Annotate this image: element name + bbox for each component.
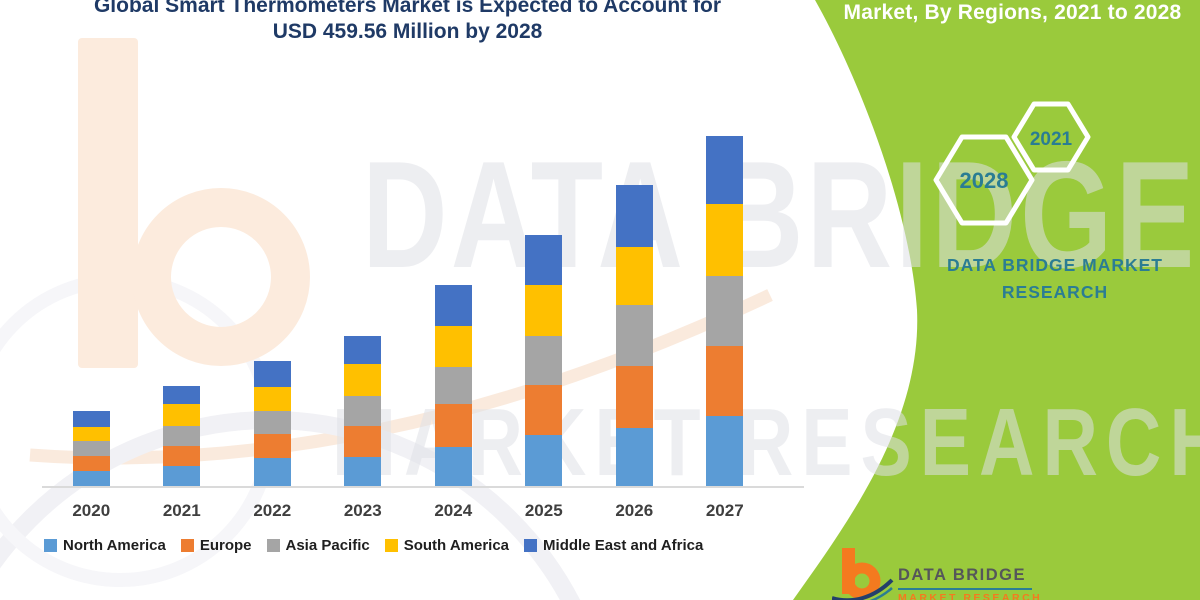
bar-column-2027: 2027 [680, 0, 771, 520]
panel-brand-line2: RESEARCH [1001, 282, 1109, 302]
legend-swatch-icon [180, 539, 194, 552]
legend-label: Europe [199, 537, 252, 554]
bar-segment-2022-north-america [253, 458, 291, 487]
bar-stack-2021 [163, 386, 201, 487]
bar-stack-2024 [434, 285, 472, 487]
bar-column-2025: 2025 [499, 0, 590, 520]
bar-segment-2020-asia-pacific [72, 441, 110, 456]
x-axis-label-2020: 2020 [72, 501, 111, 520]
bar-stack-2020 [72, 411, 110, 487]
chart-title-line2: USD 459.56 Million by 2028 [272, 20, 543, 43]
bar-segment-2025-south-america [525, 285, 563, 336]
x-axis-label-2025: 2025 [524, 501, 563, 520]
databridge-logo-name: DATA BRIDGE [898, 566, 1027, 584]
legend-swatch-icon [384, 539, 398, 552]
databridge-logo: DATA BRIDGE MARKET RESEARCH [832, 546, 1042, 600]
chart-title: Global Smart Thermometers Market is Expe… [60, 0, 755, 45]
databridge-logo-subtitle: MARKET RESEARCH [898, 592, 1043, 600]
bar-segment-2021-europe [163, 446, 201, 466]
x-axis-label-2022: 2022 [253, 501, 292, 520]
bar-stack-2026 [615, 185, 653, 487]
bar-segment-2025-asia-pacific [525, 336, 563, 385]
bar-stack-2023 [344, 336, 382, 487]
x-axis-label-2021: 2021 [162, 501, 201, 520]
bar-segment-2024-south-america [434, 326, 472, 367]
x-axis-label-2026: 2026 [615, 501, 654, 520]
databridge-logo-b-icon [832, 548, 894, 600]
legend-item-asia-pacific: Asia Pacific [266, 537, 370, 554]
x-axis-line [42, 486, 804, 488]
bar-column-2023: 2023 [318, 0, 409, 520]
bar-segment-2022-middle-east-and-africa [253, 361, 291, 387]
bar-segment-2025-middle-east-and-africa [525, 235, 563, 285]
bar-stack-2022 [253, 361, 291, 487]
bar-segment-2024-middle-east-and-africa [434, 285, 472, 326]
watermark-logo-stem [78, 38, 138, 368]
bar-column-2021: 2021 [137, 0, 228, 520]
panel-brand-line1: DATA BRIDGE MARKET [947, 255, 1163, 275]
bar-segment-2023-middle-east-and-africa [344, 336, 382, 364]
bar-segment-2021-middle-east-and-africa [163, 386, 201, 404]
bar-segment-2023-asia-pacific [344, 396, 382, 426]
bar-column-2024: 2024 [408, 0, 499, 520]
bar-segment-2024-north-america [434, 447, 472, 487]
bar-segment-2026-south-america [615, 247, 653, 305]
bar-segment-2020-middle-east-and-africa [72, 411, 110, 427]
x-axis-label-2023: 2023 [343, 501, 382, 520]
x-axis-label-2024: 2024 [434, 501, 473, 520]
bar-segment-2020-south-america [72, 427, 110, 441]
legend-swatch-icon [524, 539, 538, 552]
bar-segment-2020-europe [72, 456, 110, 471]
bar-segment-2020-north-america [72, 471, 110, 487]
bar-segment-2021-north-america [163, 466, 201, 487]
bar-segment-2021-south-america [163, 404, 201, 426]
bar-stack-2025 [525, 235, 563, 487]
bar-segment-2027-north-america [706, 416, 744, 487]
bar-segment-2027-south-america [706, 204, 744, 276]
bar-segment-2023-south-america [344, 364, 382, 396]
bar-chart: 2020 2021 2022 2023 2024 2025 2026 2027 [46, 0, 771, 520]
legend-item-north-america: North America [44, 537, 166, 554]
databridge-logo-underline [898, 588, 1032, 590]
legend-item-south-america: South America [384, 537, 510, 554]
x-axis-label-2027: 2027 [705, 501, 744, 520]
bar-segment-2024-europe [434, 404, 472, 447]
bar-segment-2026-north-america [615, 428, 653, 487]
panel-brand-text: DATA BRIDGE MARKET RESEARCH [930, 252, 1180, 306]
bar-segment-2021-asia-pacific [163, 426, 201, 446]
bar-column-2022: 2022 [227, 0, 318, 520]
bar-segment-2023-north-america [344, 457, 382, 487]
legend-label: Asia Pacific [285, 537, 370, 554]
bar-segment-2022-europe [253, 434, 291, 458]
bar-segment-2026-middle-east-and-africa [615, 185, 653, 247]
bar-stack-2027 [706, 136, 744, 487]
chart-legend: North America Europe Asia Pacific South Ame… [44, 537, 703, 554]
chart-title-line1: Global Smart Thermometers Market is Expe… [93, 0, 722, 17]
legend-label: South America [403, 537, 510, 554]
legend-label: Middle East and Africa [543, 537, 704, 554]
bar-segment-2025-europe [525, 385, 563, 435]
legend-swatch-icon [266, 539, 280, 552]
bar-segment-2023-europe [344, 426, 382, 457]
bar-segment-2027-europe [706, 346, 744, 416]
bar-segment-2022-south-america [253, 387, 291, 411]
bar-column-2020: 2020 [46, 0, 137, 520]
bar-segment-2027-middle-east-and-africa [706, 136, 744, 204]
bar-segment-2025-north-america [525, 435, 563, 487]
legend-item-middle-east-and-africa: Middle East and Africa [524, 537, 703, 554]
watermark-logo-b [78, 38, 310, 368]
panel-heading: Market, By Regions, 2021 to 2028 [843, 1, 1182, 24]
legend-item-europe: Europe [180, 537, 252, 554]
bar-segment-2026-europe [615, 366, 653, 428]
bar-segment-2026-asia-pacific [615, 305, 653, 366]
bar-segment-2027-asia-pacific [706, 276, 744, 346]
legend-label: North America [63, 537, 166, 554]
bar-segment-2024-asia-pacific [434, 367, 472, 404]
bar-segment-2022-asia-pacific [253, 411, 291, 434]
legend-swatch-icon [44, 539, 57, 552]
bar-column-2026: 2026 [589, 0, 680, 520]
